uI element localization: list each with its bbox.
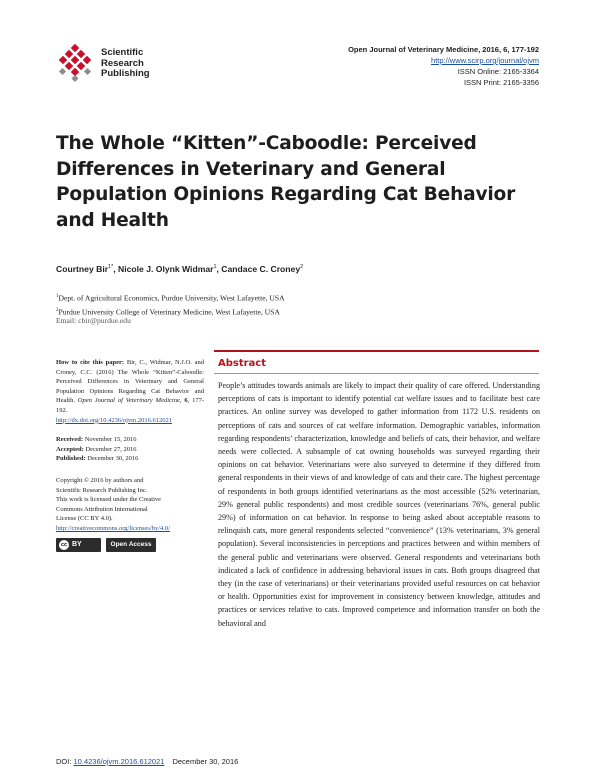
publisher-logo: Scientific Research Publishing <box>56 40 156 86</box>
affiliation-item: 2Purdue University College of Veterinary… <box>56 307 280 317</box>
abstract-top-rule <box>214 350 539 352</box>
journal-info: Open Journal of Veterinary Medicine, 201… <box>348 44 539 88</box>
copyright-notice: Copyright © 2016 by authors and Scientif… <box>56 476 204 534</box>
corresponding-email: Email: cbir@purdue.edu <box>56 316 131 325</box>
author-name: , Nicole J. Olynk Widmar <box>113 264 214 274</box>
author-sup: 1* <box>108 264 114 271</box>
how-to-cite: How to cite this paper: Bir, C., Widmar,… <box>56 359 204 424</box>
page-footer: DOI: 10.4236/ojvm.2016.612021 December 30… <box>56 757 239 766</box>
publisher-name: Scientific Research Publishing <box>101 47 150 79</box>
footer-date: December 30, 2016 <box>172 757 239 766</box>
abstract-text: People’s attitudes towards animals are l… <box>218 381 540 628</box>
cc-by-badge[interactable]: cc BY <box>56 537 101 552</box>
author-sup: 1 <box>213 264 217 271</box>
journal-url-link[interactable]: http://www.scirp.org/journal/ojvm <box>431 56 539 65</box>
affiliation-item: 1Dept. of Agricultural Economics, Purdue… <box>56 293 285 303</box>
license-badges: cc BY Open Access <box>56 537 204 554</box>
citation-doi-link[interactable]: http://dx.doi.org/10.4236/ojvm.2016.6120… <box>56 416 172 424</box>
author-list: Courtney Bir1*, Nicole J. Olynk Widmar1,… <box>56 264 303 274</box>
issn-print: ISSN Print: 2165-3356 <box>463 78 539 87</box>
affiliations: 1Dept. of Agricultural Economics, Purdue… <box>56 291 476 318</box>
abstract-divider <box>214 373 539 374</box>
creative-commons-icon: cc <box>59 539 69 550</box>
scirp-diamond-icon <box>58 44 92 83</box>
footer-doi-link[interactable]: 10.4236/ojvm.2016.612021 <box>73 757 165 766</box>
license-link[interactable]: http://creativecommons.org/licenses/by/4… <box>56 524 170 532</box>
abstract-heading: Abstract <box>218 358 267 369</box>
journal-citation: Open Journal of Veterinary Medicine, 201… <box>348 45 539 54</box>
issn-online: ISSN Online: 2165-3364 <box>457 67 539 76</box>
author-sup: 2 <box>300 264 304 271</box>
open-access-badge: Open Access <box>106 537 156 552</box>
author-name: , Candace C. Croney <box>216 264 301 274</box>
article-sidebar: How to cite this paper: Bir, C., Widmar,… <box>56 358 204 554</box>
author-name: Courtney Bir <box>56 264 109 274</box>
publication-dates: Received: November 15, 2016 Accepted: De… <box>56 436 139 463</box>
article-title: The Whole “Kitten”-Caboodle: Perceived D… <box>56 133 516 231</box>
